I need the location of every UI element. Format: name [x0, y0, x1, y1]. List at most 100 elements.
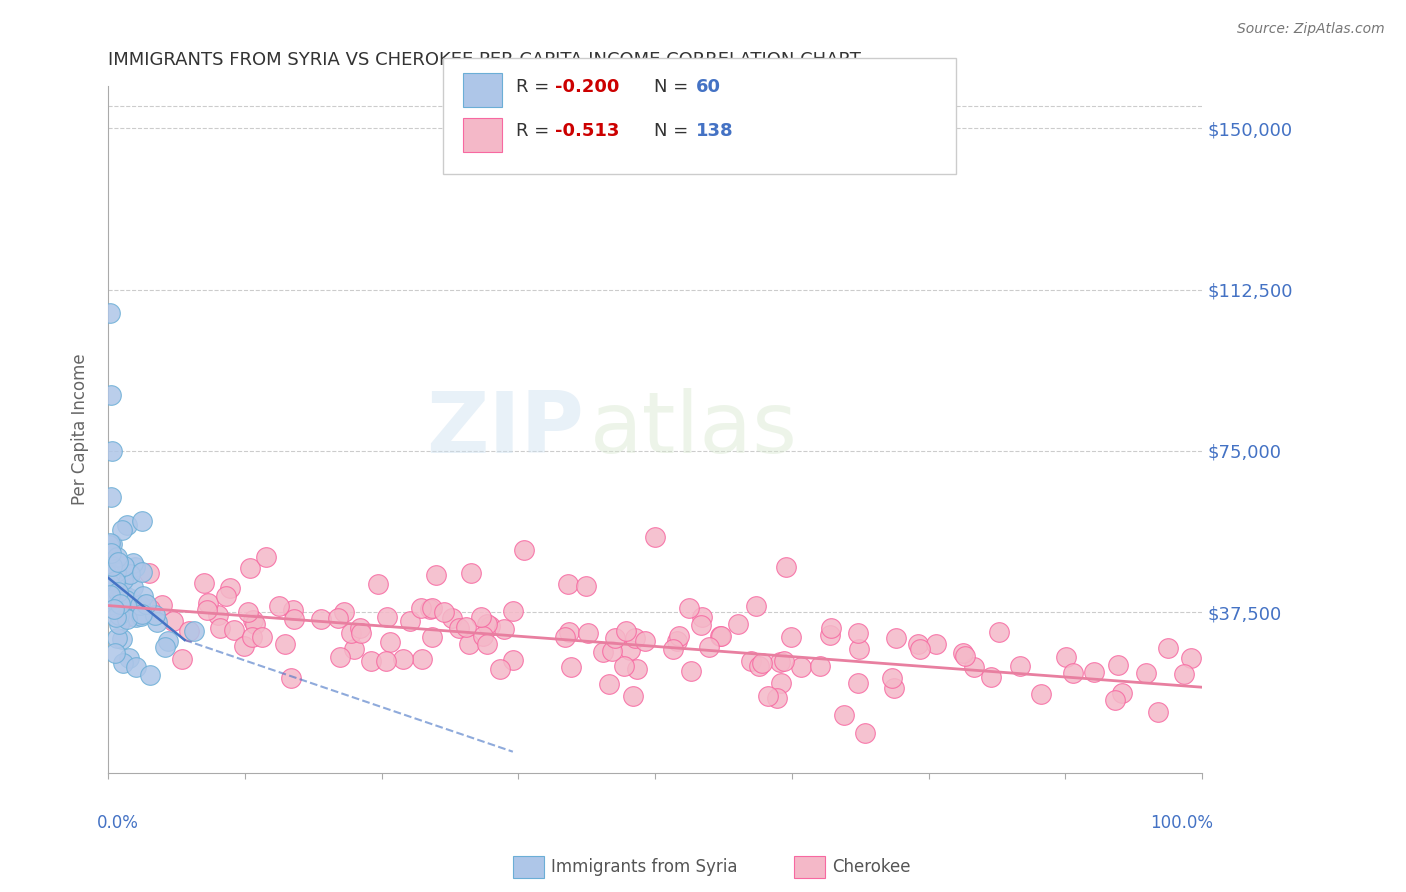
Point — [1107, 658, 1129, 673]
Point — [135, 597, 157, 611]
Text: Cherokee: Cherokee — [832, 858, 911, 876]
Point — [100, 536, 122, 550]
Y-axis label: Per Capita Income: Per Capita Income — [72, 353, 89, 505]
Point — [478, 618, 501, 632]
Point — [679, 664, 702, 678]
Point — [773, 654, 796, 668]
Point — [122, 580, 145, 594]
Point — [458, 637, 481, 651]
Point — [281, 602, 304, 616]
Point — [240, 630, 263, 644]
Point — [592, 645, 614, 659]
Point — [1173, 667, 1195, 681]
Point — [267, 599, 290, 614]
Point — [101, 443, 124, 458]
Point — [100, 559, 122, 574]
Point — [107, 555, 129, 569]
Point — [238, 605, 260, 619]
Point — [162, 614, 184, 628]
Point — [172, 652, 194, 666]
Point — [848, 641, 870, 656]
Point — [112, 559, 135, 574]
Point — [209, 621, 232, 635]
Point — [600, 644, 623, 658]
Point — [557, 625, 579, 640]
Point — [820, 621, 842, 635]
Point — [232, 639, 254, 653]
Point — [634, 633, 657, 648]
Point — [193, 575, 215, 590]
Point — [662, 641, 685, 656]
Point — [375, 610, 398, 624]
Point — [374, 653, 396, 667]
Point — [775, 560, 797, 574]
Point — [103, 602, 125, 616]
Point — [769, 656, 792, 670]
Point — [98, 306, 121, 320]
Point — [143, 607, 166, 622]
Point — [111, 632, 134, 646]
Point — [740, 654, 762, 668]
Point — [120, 591, 142, 606]
Point — [239, 560, 262, 574]
Point — [751, 656, 773, 670]
Point — [621, 689, 644, 703]
Point — [613, 659, 636, 673]
Text: Immigrants from Syria: Immigrants from Syria — [551, 858, 738, 876]
Point — [644, 530, 666, 544]
Point — [197, 596, 219, 610]
Point — [605, 631, 627, 645]
Point — [254, 549, 277, 564]
Point — [114, 610, 136, 624]
Text: Source: ZipAtlas.com: Source: ZipAtlas.com — [1237, 22, 1385, 37]
Point — [98, 598, 121, 612]
Point — [489, 662, 512, 676]
Point — [100, 388, 122, 402]
Point — [614, 624, 637, 638]
Point — [624, 631, 647, 645]
Point — [104, 646, 127, 660]
Point — [420, 631, 443, 645]
Point — [756, 690, 779, 704]
Text: 138: 138 — [696, 122, 734, 140]
Point — [100, 490, 122, 504]
Point — [456, 620, 478, 634]
Text: R =: R = — [516, 78, 555, 95]
Point — [125, 610, 148, 624]
Point — [880, 671, 903, 685]
Point — [120, 567, 142, 582]
Point — [425, 568, 447, 582]
Point — [846, 626, 869, 640]
Point — [124, 560, 146, 574]
Point — [112, 573, 135, 587]
Point — [744, 599, 766, 613]
Point — [470, 610, 492, 624]
Point — [98, 588, 121, 602]
Point — [250, 630, 273, 644]
Point — [124, 659, 146, 673]
Point — [433, 605, 456, 619]
Point — [101, 589, 124, 603]
Point — [766, 691, 789, 706]
Point — [449, 621, 471, 635]
Point — [108, 616, 131, 631]
Point — [475, 617, 498, 632]
Point — [117, 612, 139, 626]
Point — [697, 640, 720, 654]
Point — [98, 566, 121, 581]
Point — [131, 565, 153, 579]
Point — [214, 589, 236, 603]
Point — [748, 659, 770, 673]
Point — [1157, 640, 1180, 655]
Point — [554, 630, 576, 644]
Point — [115, 593, 138, 607]
Point — [1111, 686, 1133, 700]
Point — [883, 681, 905, 695]
Point — [924, 637, 946, 651]
Point — [980, 669, 1002, 683]
Point — [709, 629, 731, 643]
Point — [477, 637, 499, 651]
Point — [952, 646, 974, 660]
Point — [129, 598, 152, 612]
Point — [207, 607, 229, 622]
